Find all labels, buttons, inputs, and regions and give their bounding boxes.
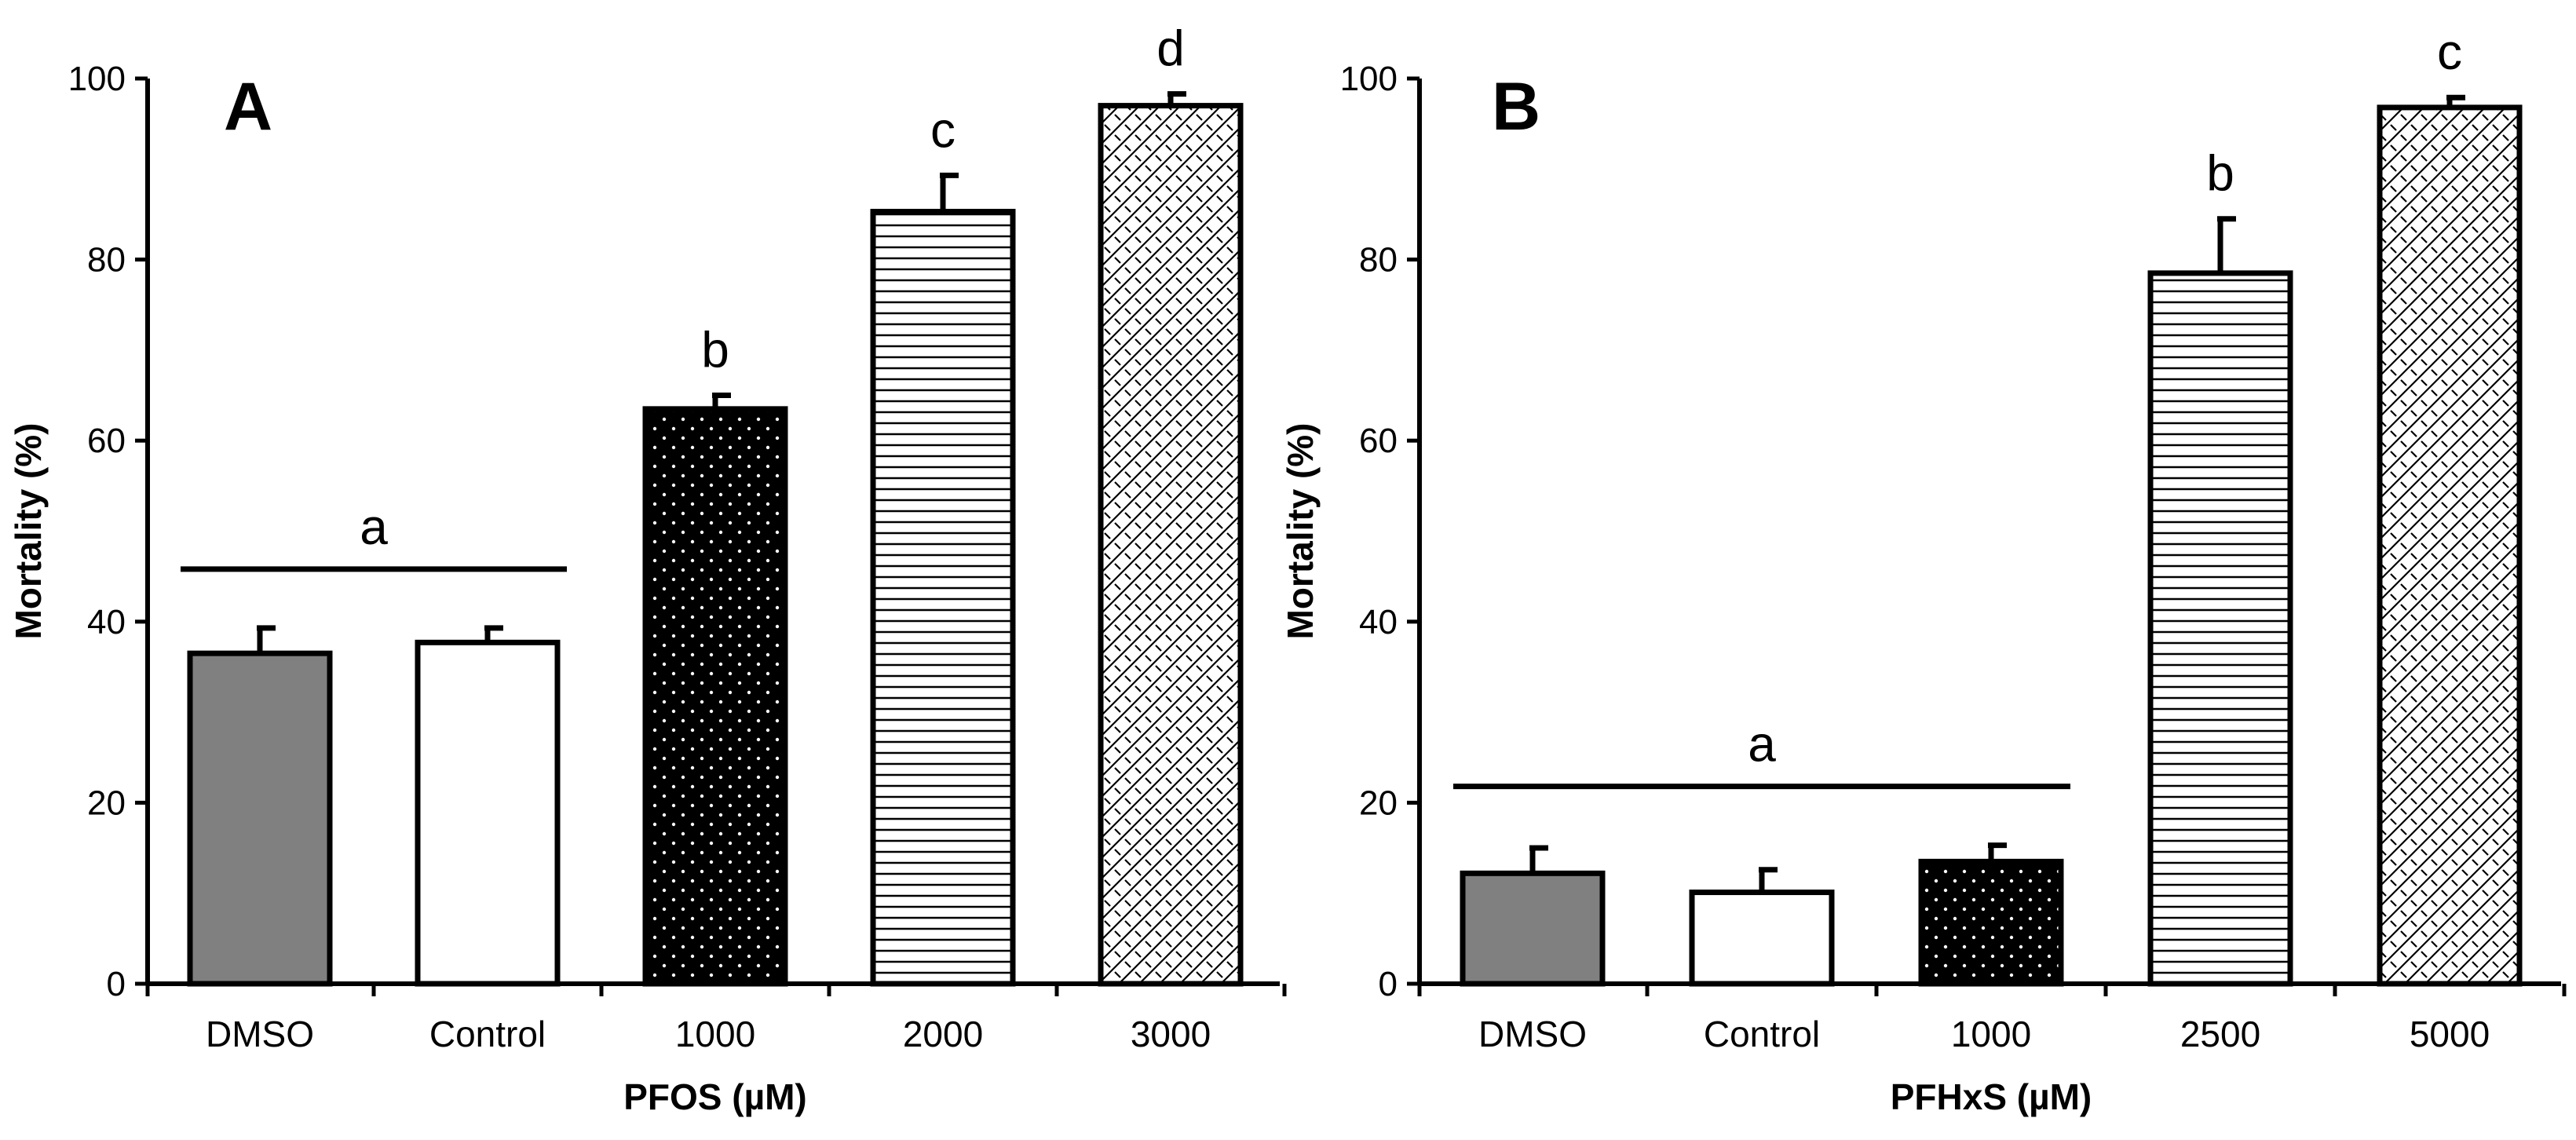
significance-letter: b bbox=[701, 322, 729, 378]
significance-letter: d bbox=[1156, 20, 1185, 77]
error-bar bbox=[940, 172, 959, 212]
panel-letter: A bbox=[224, 69, 272, 144]
significance-letter: a bbox=[1748, 716, 1776, 773]
significance-letter: c bbox=[2437, 24, 2462, 80]
error-bar bbox=[257, 625, 276, 654]
panel-letter: B bbox=[1492, 69, 1540, 144]
significance-letter: c bbox=[930, 101, 955, 158]
bar-control bbox=[415, 639, 561, 987]
bar-dmso bbox=[1460, 870, 1606, 987]
bar-1000 bbox=[642, 406, 788, 987]
x-category-label: 1000 bbox=[1951, 1014, 2031, 1054]
y-tick-label: 20 bbox=[87, 784, 126, 822]
bar-control bbox=[1689, 890, 1835, 987]
x-category-label: 3000 bbox=[1131, 1014, 1211, 1054]
y-tick-label: 40 bbox=[1359, 603, 1398, 641]
error-bar bbox=[2217, 216, 2236, 273]
x-category-label: 5000 bbox=[2410, 1014, 2490, 1054]
y-tick-label: 20 bbox=[1359, 784, 1398, 822]
y-tick-label: 0 bbox=[107, 965, 126, 1003]
y-tick-label: 80 bbox=[87, 241, 126, 280]
x-category-label: DMSO bbox=[206, 1014, 314, 1054]
y-tick-label: 60 bbox=[87, 422, 126, 460]
error-bar bbox=[1759, 867, 1778, 893]
x-category-label: 2500 bbox=[2180, 1014, 2260, 1054]
y-tick-label: 80 bbox=[1359, 241, 1398, 280]
error-bar bbox=[484, 625, 503, 643]
y-tick-label: 0 bbox=[1379, 965, 1398, 1003]
y-axis-title: Mortality (%) bbox=[1280, 423, 1321, 640]
y-tick-label: 100 bbox=[68, 60, 126, 98]
error-bar bbox=[1988, 842, 2007, 862]
y-axis-title: Mortality (%) bbox=[8, 423, 49, 640]
y-tick-label: 60 bbox=[1359, 422, 1398, 460]
chart-panel-a: 0 20 40 60 80 100 DMSO Control 1000 2000 3000 a b c d A… bbox=[8, 20, 1287, 1117]
x-category-label: 2000 bbox=[903, 1014, 983, 1054]
x-category-label: Control bbox=[1704, 1014, 1820, 1054]
bar-1000 bbox=[1918, 858, 2064, 987]
x-axis-title: PFHxS (µM) bbox=[1891, 1076, 2092, 1117]
x-axis-title: PFOS (µM) bbox=[623, 1076, 806, 1117]
x-category-label: Control bbox=[429, 1014, 546, 1054]
y-tick-label: 40 bbox=[87, 603, 126, 641]
significance-letter: b bbox=[2206, 145, 2234, 202]
chart-panel-b: 0 20 40 60 80 100 DMSO Control 1000 2500 5000 a b c B M… bbox=[1280, 24, 2567, 1117]
error-bar bbox=[1167, 91, 1186, 106]
error-bar bbox=[712, 393, 731, 409]
error-bar bbox=[1529, 845, 1548, 874]
error-bar bbox=[2446, 94, 2465, 108]
bar-3000 bbox=[1098, 103, 1244, 987]
y-tick-label: 100 bbox=[1340, 60, 1398, 98]
bar-2000 bbox=[870, 208, 1016, 987]
significance-letter: a bbox=[360, 499, 388, 555]
bar-dmso bbox=[187, 650, 333, 987]
x-category-label: 1000 bbox=[675, 1014, 755, 1054]
bar-2500 bbox=[2147, 270, 2293, 987]
bar-5000 bbox=[2377, 104, 2523, 987]
x-category-label: DMSO bbox=[1478, 1014, 1587, 1054]
